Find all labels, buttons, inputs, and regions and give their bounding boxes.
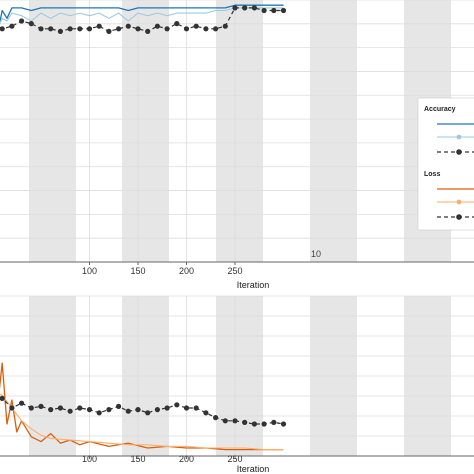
loss-validation-point	[183, 405, 190, 411]
accuracy-validation-point	[67, 26, 73, 32]
loss-validation-point	[135, 407, 141, 413]
loss-x-axis-label: Iteration	[237, 464, 270, 474]
accuracy-validation-point	[86, 26, 93, 32]
accuracy-epoch-band	[216, 0, 263, 262]
loss-validation-point	[38, 403, 44, 409]
accuracy-validation-point	[48, 26, 54, 32]
accuracy-validation-point	[96, 23, 102, 29]
loss-validation-point	[251, 421, 257, 427]
legend-frame	[417, 97, 474, 231]
loss-validation-point	[242, 419, 248, 425]
loss-validation-point	[164, 405, 170, 411]
accuracy-epoch-band	[29, 0, 76, 262]
accuracy-validation-point	[251, 5, 257, 11]
accuracy-validation-point	[77, 26, 83, 32]
accuracy-validation-point	[145, 28, 151, 34]
accuracy-legend-title: Accuracy	[424, 106, 456, 113]
accuracy-validation-point	[213, 26, 219, 32]
loss-validation-point	[57, 405, 64, 411]
accuracy-validation-point	[0, 26, 5, 32]
accuracy-epoch-band	[122, 0, 169, 262]
accuracy-smoothed-line	[0, 7, 284, 25]
accuracy-legend-validation-marker	[456, 149, 462, 155]
accuracy-validation-point	[57, 28, 64, 34]
loss-validation-point	[154, 407, 160, 413]
loss-validation-point	[261, 421, 267, 427]
accuracy-epoch-band	[310, 0, 357, 262]
loss-validation-point	[174, 402, 180, 408]
loss-legend-validation-marker	[456, 214, 462, 220]
accuracy-plot-panel: 100 150 200 250 Iteration 10	[0, 0, 474, 290]
accuracy-validation-point	[174, 21, 180, 27]
accuracy-x-tick-label: 250	[227, 266, 242, 276]
loss-validation-point	[203, 410, 209, 416]
accuracy-epoch-label: 10	[311, 249, 321, 259]
loss-validation-point	[106, 407, 112, 413]
accuracy-validation-point	[38, 26, 44, 32]
loss-validation-point	[116, 403, 122, 409]
accuracy-validation-point	[154, 23, 160, 29]
loss-validation-point	[19, 400, 25, 406]
accuracy-validation-point	[125, 23, 131, 29]
accuracy-validation-point	[271, 7, 277, 14]
loss-smoothed-line	[0, 393, 284, 451]
loss-validation-point	[96, 410, 102, 416]
accuracy-x-tick-label: 100	[82, 266, 97, 276]
accuracy-validation-point	[242, 5, 248, 11]
accuracy-x-tick-label: 150	[130, 266, 145, 276]
accuracy-validation-point	[193, 23, 199, 29]
accuracy-validation-point	[164, 26, 170, 32]
loss-validation-point	[0, 395, 5, 401]
accuracy-validation-point	[9, 23, 15, 29]
loss-legend-smoothed-marker	[456, 199, 462, 205]
loss-validation-point	[86, 407, 93, 413]
accuracy-validation-point	[183, 26, 190, 32]
accuracy-x-axis-label: Iteration	[237, 280, 270, 290]
accuracy-validation-point	[106, 28, 112, 34]
accuracy-validation-point	[135, 26, 141, 32]
accuracy-x-tick-label: 200	[179, 266, 194, 276]
legend: Accuracy Loss	[417, 97, 474, 231]
loss-validation-point	[193, 405, 199, 411]
loss-validation-point	[77, 405, 83, 411]
accuracy-validation-point	[280, 7, 287, 14]
loss-x-tick-label: 200	[179, 454, 194, 464]
accuracy-training-line	[0, 4, 284, 25]
loss-validation-point	[9, 405, 15, 411]
loss-validation-point	[271, 419, 277, 425]
loss-x-tick-label: 150	[130, 454, 145, 464]
loss-validation-point	[48, 407, 54, 413]
loss-legend-title: Loss	[424, 171, 440, 178]
loss-validation-point	[222, 418, 228, 424]
accuracy-validation-point	[28, 21, 34, 27]
accuracy-legend-smoothed-marker	[456, 134, 462, 140]
accuracy-validation-point	[116, 26, 122, 32]
loss-x-tick-label: 100	[82, 454, 97, 464]
accuracy-validation-point	[261, 7, 267, 14]
accuracy-validation-point	[232, 5, 238, 11]
loss-x-tick-label: 250	[227, 454, 242, 464]
loss-validation-point	[280, 421, 287, 427]
accuracy-validation-point	[203, 26, 209, 32]
loss-validation-point	[213, 415, 219, 421]
accuracy-validation-point	[19, 18, 25, 24]
loss-validation-point	[125, 408, 131, 414]
loss-validation-point	[28, 405, 34, 411]
loss-validation-point	[232, 418, 238, 424]
loss-validation-point	[145, 410, 151, 416]
accuracy-validation-point	[222, 23, 228, 29]
loss-validation-point	[67, 408, 73, 414]
